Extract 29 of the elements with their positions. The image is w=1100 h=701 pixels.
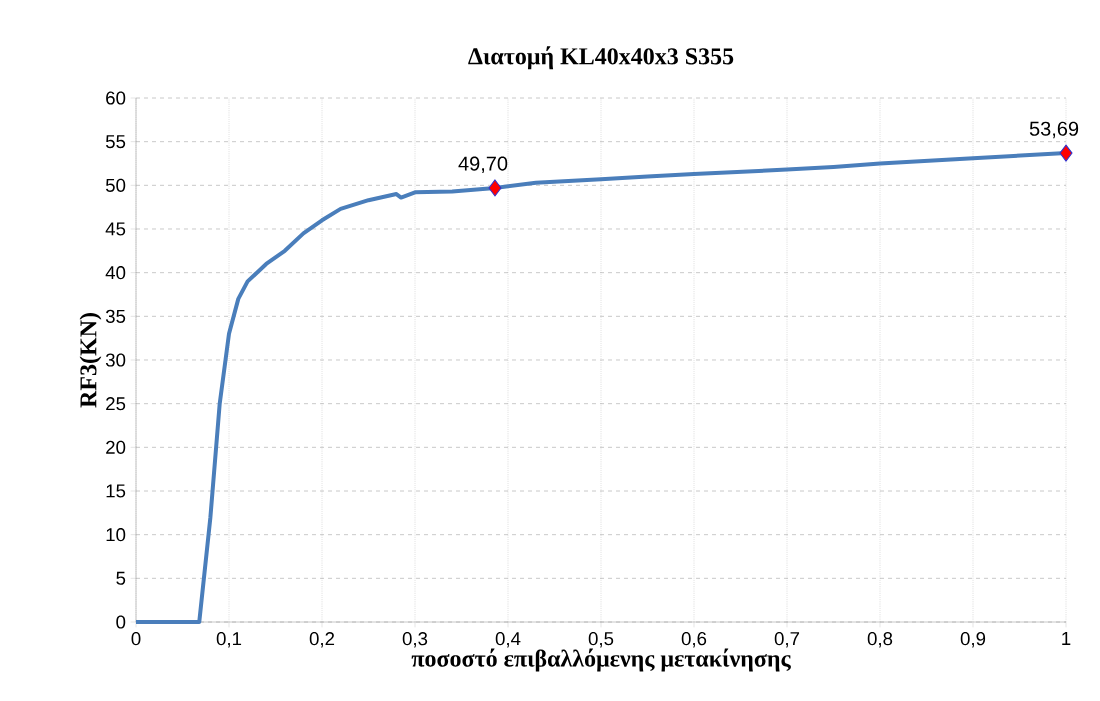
x-tick-label: 0,3 <box>402 632 428 648</box>
y-tick-label: 5 <box>116 571 126 585</box>
y-tick-label: 40 <box>105 266 126 280</box>
y-tick-label: 30 <box>105 353 126 367</box>
x-tick-label: 0,5 <box>588 632 614 648</box>
x-tick-label: 0,8 <box>867 632 893 648</box>
x-tick-label: 0,4 <box>495 632 521 648</box>
x-tick-label: 1 <box>1062 632 1071 645</box>
y-tick-label: 50 <box>105 178 126 192</box>
x-tick-label: 0,6 <box>681 632 707 648</box>
y-tick-label: 45 <box>105 222 126 236</box>
x-tick-label: 0,2 <box>309 632 335 648</box>
x-tick-label: 0 <box>131 632 141 646</box>
y-tick-label: 20 <box>106 440 126 454</box>
y-tick-label: 15 <box>106 484 126 498</box>
y-tick-label: 25 <box>106 397 126 411</box>
y-tick-label: 10 <box>106 528 126 542</box>
x-axis-title: ποσοστό επιβαλλόμενης μετακίνησης <box>411 648 791 672</box>
chart-title: Διατομή KL40x40x3 S355 <box>468 46 734 70</box>
y-tick-label: 0 <box>116 615 126 629</box>
data-label: 53,69 <box>1029 121 1079 139</box>
data-label: 49,70 <box>458 156 508 174</box>
y-tick-label: 35 <box>105 309 126 323</box>
y-tick-label: 55 <box>105 135 126 149</box>
y-axis-title: RF3(KN) <box>79 313 102 408</box>
x-tick-label: 0,1 <box>216 632 242 648</box>
y-tick-label: 60 <box>106 91 126 105</box>
x-tick-label: 0,7 <box>774 632 800 648</box>
x-tick-label: 0,9 <box>960 632 986 648</box>
